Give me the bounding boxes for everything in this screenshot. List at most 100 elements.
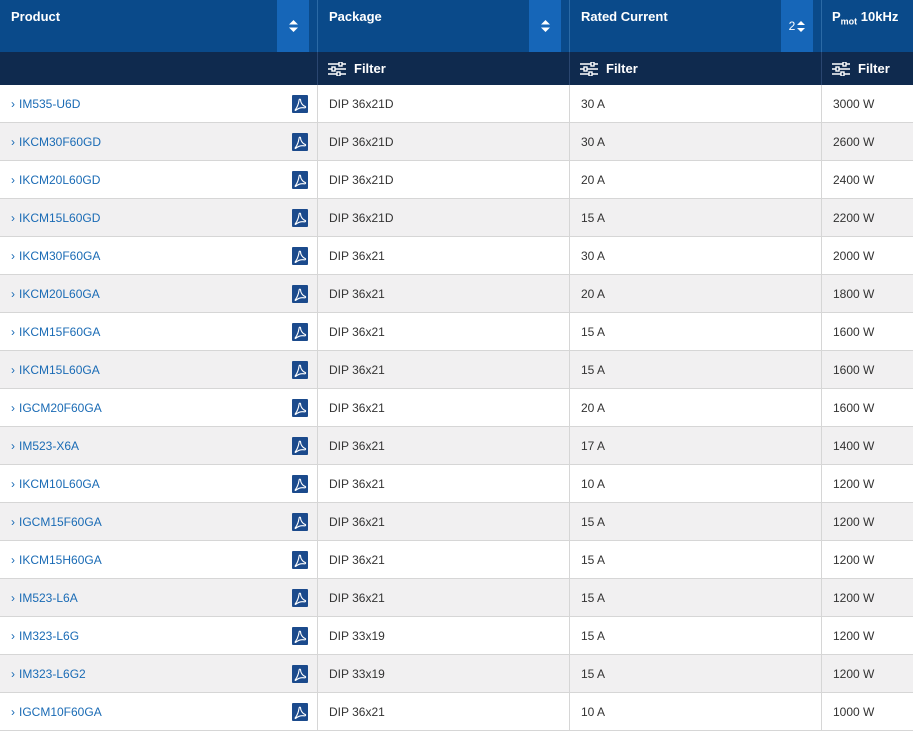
product-link[interactable]: › IM323-L6G	[11, 629, 79, 643]
table-body: › IM535-U6D DIP 36x21D 30 A 3000 W › IKCM30F60…	[0, 85, 913, 731]
product-link[interactable]: › IM523-L6A	[11, 591, 78, 605]
chevron-right-icon: ›	[11, 590, 15, 605]
rated-current-cell: 15 A	[570, 199, 822, 236]
pdf-datasheet-icon[interactable]	[292, 95, 308, 113]
rated-current-cell: 20 A	[570, 161, 822, 198]
package-cell: DIP 36x21	[318, 313, 570, 350]
sort-package-button[interactable]	[529, 0, 561, 52]
product-link[interactable]: › IGCM10F60GA	[11, 705, 102, 719]
chevron-right-icon: ›	[11, 666, 15, 681]
product-name: IGCM10F60GA	[19, 704, 102, 719]
sort-updown-icon	[797, 20, 806, 32]
table-row: › IKCM15H60GA DIP 36x21 15 A 1200 W	[0, 541, 913, 579]
product-link[interactable]: › IKCM15L60GD	[11, 211, 100, 225]
rated-current-cell: 20 A	[570, 389, 822, 426]
product-link[interactable]: › IKCM30F60GA	[11, 249, 100, 263]
product-name: IKCM30F60GD	[19, 134, 102, 149]
product-cell: › IM523-X6A	[0, 427, 318, 464]
column-header-product: Product	[0, 0, 318, 52]
table-row: › IKCM15L60GD DIP 36x21D 15 A 2200 W	[0, 199, 913, 237]
chevron-right-icon: ›	[11, 362, 15, 377]
pdf-datasheet-icon[interactable]	[292, 475, 308, 493]
product-link[interactable]: › IKCM20L60GD	[11, 173, 100, 187]
table-row: › IM535-U6D DIP 36x21D 30 A 3000 W	[0, 85, 913, 123]
pdf-datasheet-icon[interactable]	[292, 171, 308, 189]
pdf-datasheet-icon[interactable]	[292, 703, 308, 721]
product-link[interactable]: › IM535-U6D	[11, 97, 80, 111]
table-row: › IKCM15F60GA DIP 36x21 15 A 1600 W	[0, 313, 913, 351]
product-name: IKCM20L60GA	[19, 286, 100, 301]
column-header-package: Package	[318, 0, 570, 52]
product-name: IGCM20F60GA	[19, 400, 102, 415]
pdf-datasheet-icon[interactable]	[292, 247, 308, 265]
pdf-datasheet-icon[interactable]	[292, 551, 308, 569]
pdf-datasheet-icon[interactable]	[292, 209, 308, 227]
product-link[interactable]: › IKCM30F60GD	[11, 135, 101, 149]
filter-pmot-button[interactable]: Filter	[822, 52, 913, 85]
filter-cell-product	[0, 52, 318, 85]
package-cell: DIP 36x21D	[318, 85, 570, 122]
pmot-cell: 3000 W	[833, 96, 875, 111]
product-link[interactable]: › IKCM20L60GA	[11, 287, 100, 301]
product-link[interactable]: › IKCM10L60GA	[11, 477, 100, 491]
package-cell: DIP 33x19	[318, 617, 570, 654]
pdf-datasheet-icon[interactable]	[292, 361, 308, 379]
table-row: › IGCM20F60GA DIP 36x21 20 A 1600 W	[0, 389, 913, 427]
pdf-datasheet-icon[interactable]	[292, 513, 308, 531]
chevron-right-icon: ›	[11, 134, 15, 149]
pmot-cell: 1200 W	[833, 590, 875, 605]
product-name: IM523-X6A	[19, 438, 80, 453]
column-header-label-rest: 10kHz	[857, 9, 899, 24]
package-cell: DIP 36x21D	[318, 199, 570, 236]
sort-rated-current-button[interactable]: 2	[781, 0, 813, 52]
product-link[interactable]: › IM523-X6A	[11, 439, 79, 453]
rated-current-cell: 15 A	[570, 503, 822, 540]
pmot-cell: 1000 W	[833, 704, 875, 719]
filter-label: Filter	[858, 61, 890, 76]
pdf-datasheet-icon[interactable]	[292, 665, 308, 683]
sort-product-button[interactable]	[277, 0, 309, 52]
pmot-cell: 2400 W	[833, 172, 875, 187]
product-link[interactable]: › IKCM15H60GA	[11, 553, 102, 567]
column-header-label: Product	[11, 9, 61, 24]
filter-rated-current-button[interactable]: Filter	[570, 52, 822, 85]
product-cell: › IKCM15L60GA	[0, 351, 318, 388]
product-link[interactable]: › IGCM15F60GA	[11, 515, 102, 529]
rated-current-cell: 15 A	[570, 541, 822, 578]
sort-order-number: 2	[788, 19, 796, 33]
pdf-datasheet-icon[interactable]	[292, 399, 308, 417]
pdf-datasheet-icon[interactable]	[292, 627, 308, 645]
product-name: IM323-L6G	[19, 628, 80, 643]
pdf-datasheet-icon[interactable]	[292, 323, 308, 341]
product-link[interactable]: › IM323-L6G2	[11, 667, 86, 681]
product-name: IKCM15L60GD	[19, 210, 101, 225]
pdf-datasheet-icon[interactable]	[292, 437, 308, 455]
package-cell: DIP 36x21	[318, 579, 570, 616]
pdf-datasheet-icon[interactable]	[292, 589, 308, 607]
product-link[interactable]: › IKCM15L60GA	[11, 363, 100, 377]
column-header-label-sub: mot	[840, 16, 858, 27]
filter-package-button[interactable]: Filter	[318, 52, 570, 85]
rated-current-cell: 30 A	[570, 123, 822, 160]
rated-current-cell: 17 A	[570, 427, 822, 464]
product-name: IM523-L6A	[19, 590, 78, 605]
product-link[interactable]: › IGCM20F60GA	[11, 401, 102, 415]
pdf-datasheet-icon[interactable]	[292, 133, 308, 151]
product-cell: › IGCM15F60GA	[0, 503, 318, 540]
column-header-label: Package	[329, 9, 382, 24]
table-row: › IKCM20L60GD DIP 36x21D 20 A 2400 W	[0, 161, 913, 199]
chevron-right-icon: ›	[11, 514, 15, 529]
pmot-cell: 1600 W	[833, 324, 875, 339]
product-name: IKCM10L60GA	[19, 476, 100, 491]
product-link[interactable]: › IKCM15F60GA	[11, 325, 100, 339]
table-row: › IKCM30F60GA DIP 36x21 30 A 2000 W	[0, 237, 913, 275]
table-row: › IM523-X6A DIP 36x21 17 A 1400 W	[0, 427, 913, 465]
pdf-datasheet-icon[interactable]	[292, 285, 308, 303]
pmot-cell: 1200 W	[833, 552, 875, 567]
package-cell: DIP 36x21	[318, 275, 570, 312]
package-cell: DIP 36x21	[318, 541, 570, 578]
product-cell: › IKCM10L60GA	[0, 465, 318, 502]
rated-current-cell: 10 A	[570, 465, 822, 502]
rated-current-cell: 15 A	[570, 313, 822, 350]
